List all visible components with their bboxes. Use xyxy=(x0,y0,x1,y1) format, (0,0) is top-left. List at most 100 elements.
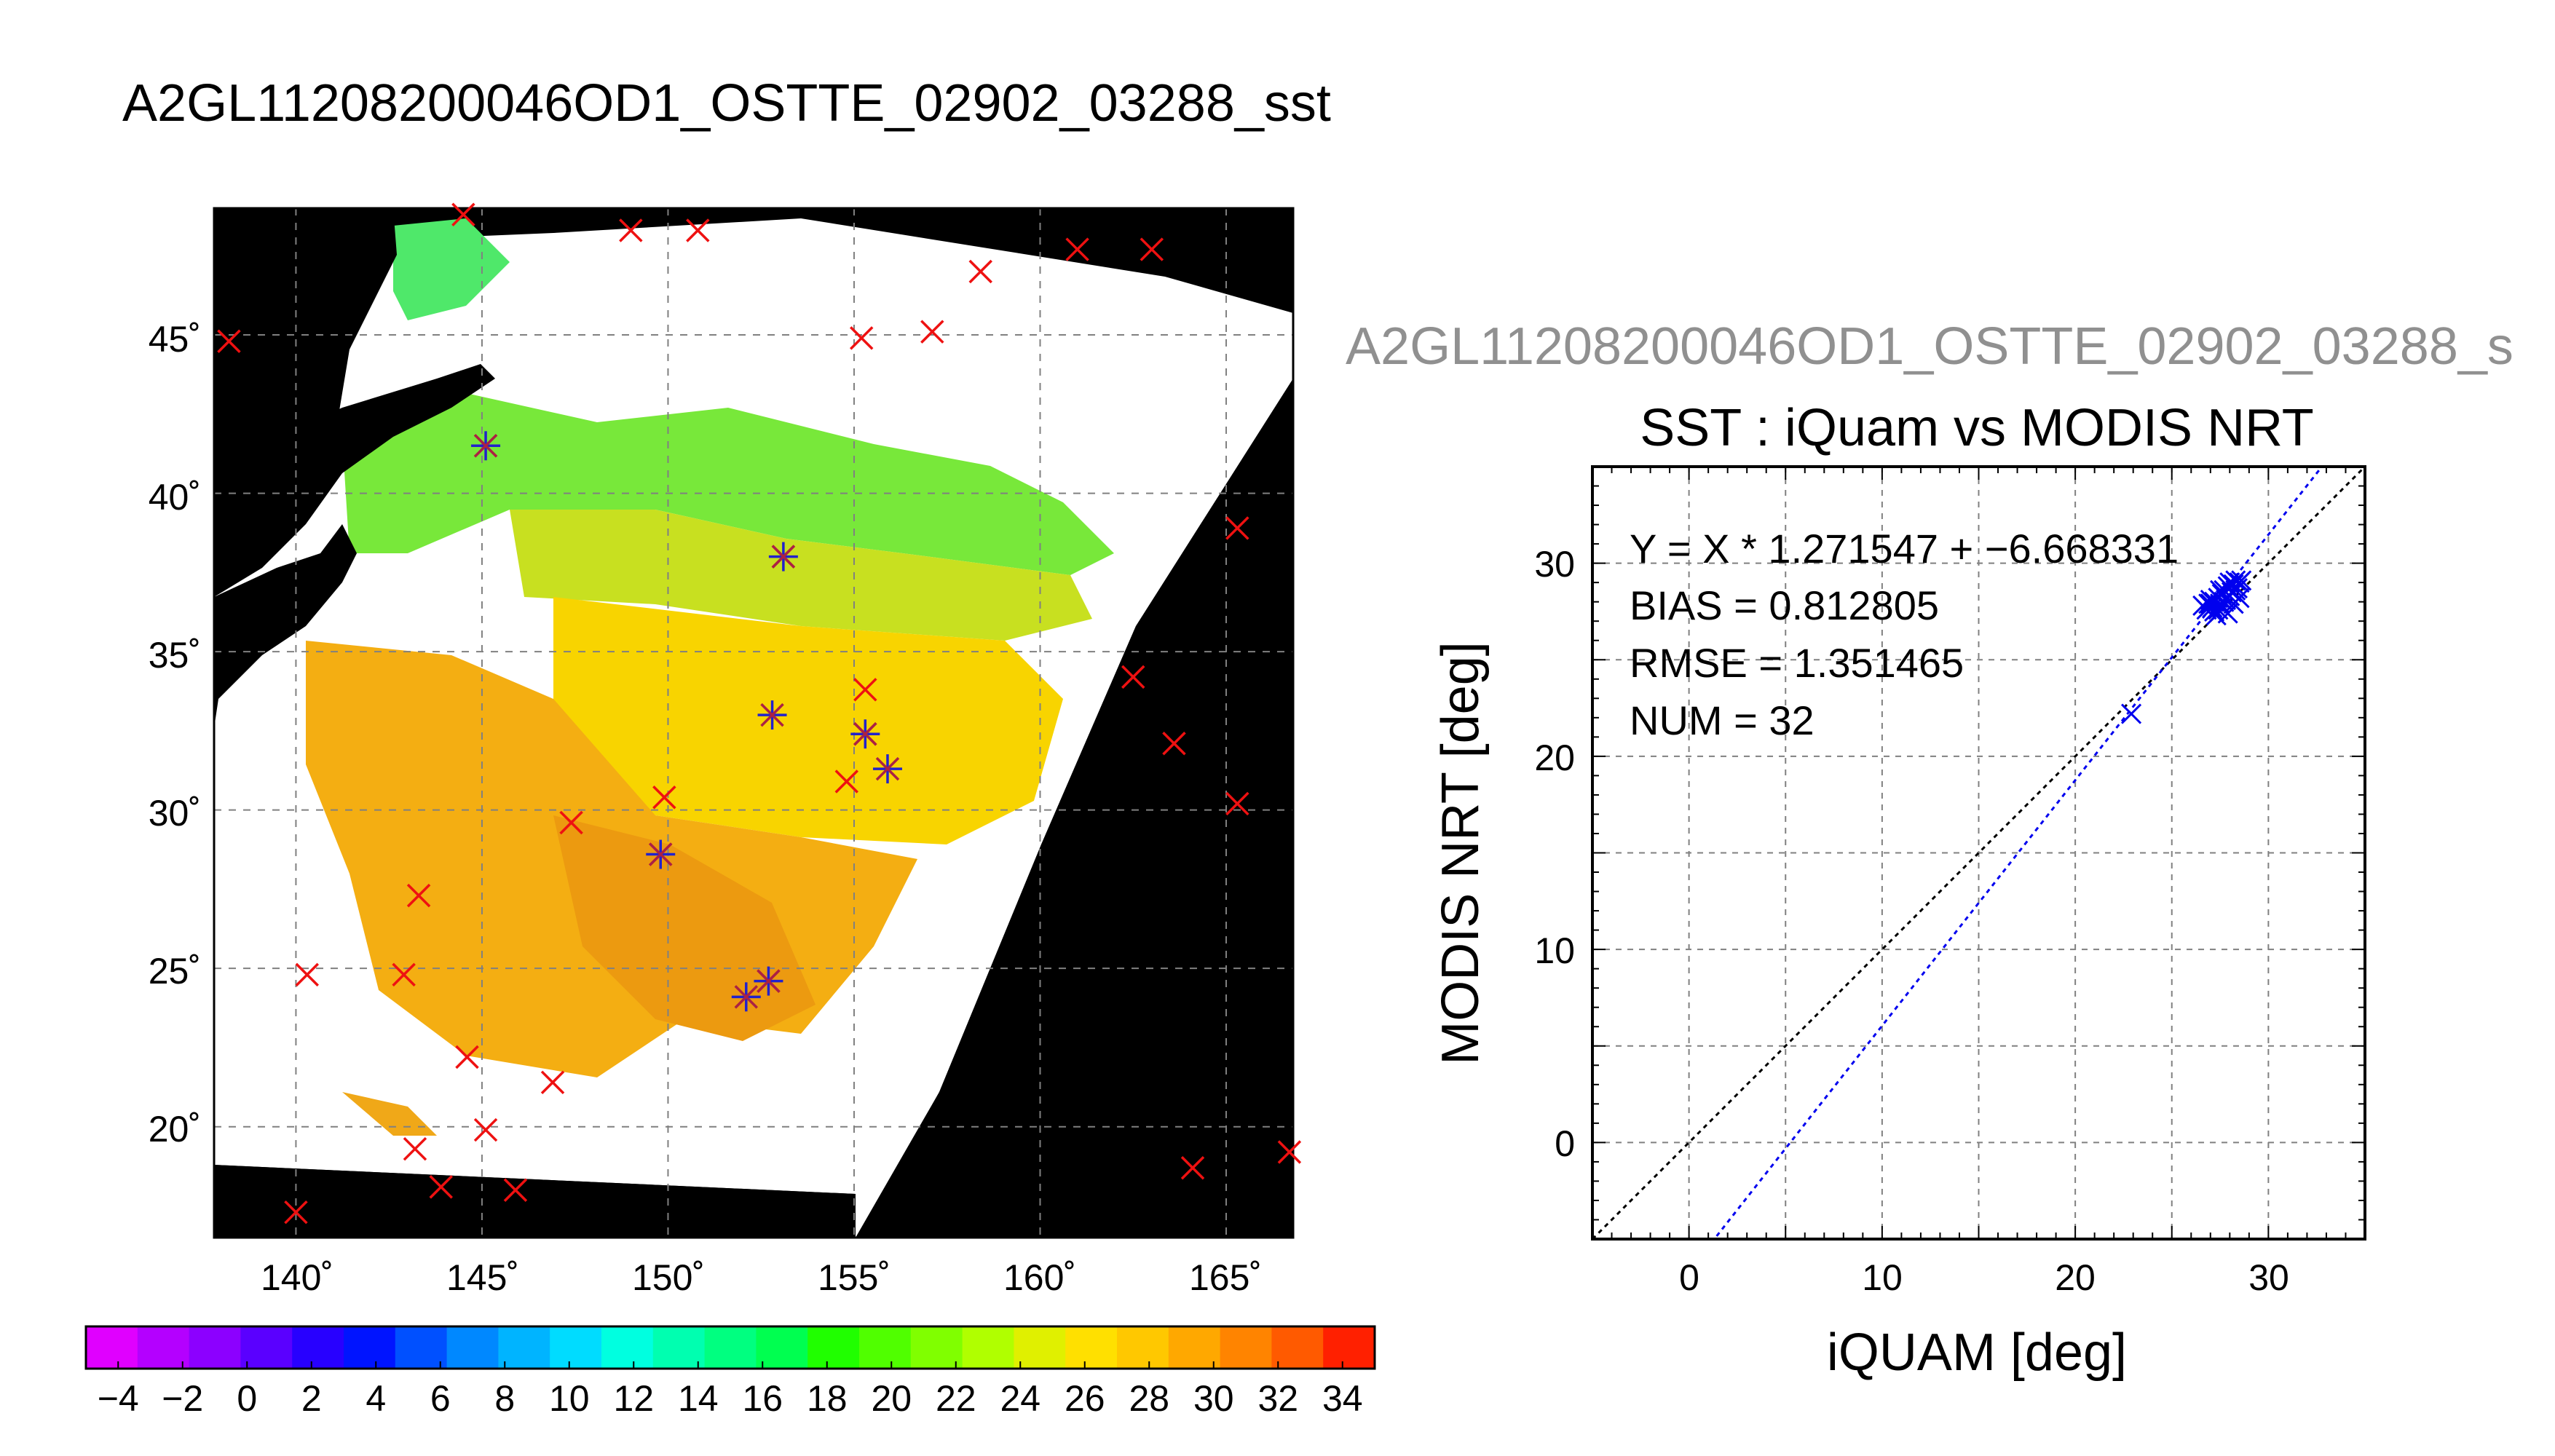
colorbar-label-16: 28 xyxy=(1129,1378,1169,1419)
colorbar-cell-8 xyxy=(498,1326,550,1369)
colorbar-label-19: 34 xyxy=(1322,1378,1363,1419)
bias-value: BIAS = 0.812805 xyxy=(1630,582,1939,628)
map-marker-blue-5-x-b xyxy=(649,842,673,866)
scatter-point-31-b xyxy=(2210,579,2231,601)
map-marker-red-21-b xyxy=(392,962,416,987)
map-marker-red-29-b xyxy=(1180,1156,1205,1180)
swath-edge-east xyxy=(856,313,1293,1238)
map-y-tick-45: 45˚ xyxy=(149,319,201,360)
swath-orange-dark xyxy=(553,815,816,1041)
scatter-point-29-b xyxy=(2198,593,2219,614)
map-marker-red-13-b xyxy=(1121,665,1145,689)
scatter-point-28-b xyxy=(2225,579,2246,601)
colorbar-label-12: 20 xyxy=(871,1378,912,1419)
map-marker-red-28-b xyxy=(284,1200,308,1224)
land-mass xyxy=(214,208,397,510)
map-y-tick-40: 40˚ xyxy=(149,477,201,518)
scatter-subtitle: A2GL11208200046OD1_OSTTE_02902_03288_s xyxy=(1346,317,2513,376)
map-marker-red-14-b xyxy=(1162,732,1186,756)
map-marker-blue-4-x-b xyxy=(875,756,900,781)
colorbar-cell-13 xyxy=(756,1326,808,1369)
map-title: A2GL11208200046OD1_OSTTE_02902_03288_sst xyxy=(122,74,1331,132)
swath-edge-south xyxy=(214,1165,856,1238)
scatter-y-axis-label: MODIS NRT [deg] xyxy=(1431,641,1490,1065)
colorbar-cell-10 xyxy=(601,1326,654,1369)
scatter-y-tick-labels: 0 10 20 30 xyxy=(1534,544,1575,1164)
scatter-point-30-b xyxy=(2231,570,2252,591)
coast-strip-2 xyxy=(214,524,357,728)
map-marker-blue-3-x-b xyxy=(853,721,877,746)
colorbar-labels: −4 −2 0 2 4 6 8 10 12 14 16 18 20 22 24 26 28 30 32 34 xyxy=(98,1361,1363,1419)
colorbar-cell-5 xyxy=(344,1326,396,1369)
map-y-ticks: 20˚ 25˚ 30˚ 35˚ 40˚ 45˚ xyxy=(149,319,201,1150)
map-marker-blue-6-x-b xyxy=(757,969,781,993)
colorbar: −4 −2 0 2 4 6 8 10 12 14 16 18 20 22 24 26 28 30 32 34 xyxy=(84,1325,1376,1419)
map-marker-red-19-b xyxy=(406,883,431,908)
scatter-title: SST : iQuam vs MODIS NRT xyxy=(1640,399,2314,457)
scatter-x-tick-0: 0 xyxy=(1679,1257,1699,1298)
colorbar-frame xyxy=(84,1325,1376,1370)
map-marker-red-4-b xyxy=(968,259,992,284)
map-marker-blue-2-x-b xyxy=(760,703,784,727)
map-marker-red-27-b xyxy=(503,1178,528,1202)
scatter-x-axis-label: iQUAM [deg] xyxy=(1827,1324,2127,1382)
colorbar-label-11: 18 xyxy=(807,1378,848,1419)
map-y-tick-30: 30˚ xyxy=(149,793,201,834)
map-marker-red-20-b xyxy=(295,962,319,987)
swath-orange-west xyxy=(342,1092,437,1136)
swath-yellow xyxy=(553,597,1063,844)
scatter-x-tick-10: 10 xyxy=(1862,1257,1903,1298)
map-x-tick-160: 160˚ xyxy=(1003,1257,1076,1298)
scatter-grid xyxy=(1592,467,2365,1239)
map-marker-red-5-b xyxy=(1065,237,1089,261)
map-marker-red-23-b xyxy=(540,1070,565,1095)
colorbar-cell-22 xyxy=(1220,1326,1272,1369)
scatter-y-tick-20: 20 xyxy=(1534,737,1575,778)
colorbar-cell-9 xyxy=(550,1326,602,1369)
colorbar-cell-11 xyxy=(652,1326,706,1369)
colorbar-cell-2 xyxy=(189,1326,241,1369)
map-marker-red-17-b xyxy=(652,786,676,810)
map-y-tick-35: 35˚ xyxy=(149,635,201,676)
map-marker-red-16-b xyxy=(559,810,583,835)
colorbar-label-2: 0 xyxy=(237,1378,257,1419)
map-marker-red-2-b xyxy=(619,218,643,242)
scatter-ticks xyxy=(1592,467,2365,1239)
map-x-tick-150: 150˚ xyxy=(632,1257,705,1298)
scatter-x-tick-30: 30 xyxy=(2248,1257,2289,1298)
scatter-x-tick-20: 20 xyxy=(2055,1257,2096,1298)
map-marker-blue-1-x-b xyxy=(771,545,796,569)
map-marker-red-15-b xyxy=(1225,791,1249,816)
colorbar-cell-3 xyxy=(240,1326,293,1369)
map-marker-blue-0-x-b xyxy=(473,434,498,458)
colorbar-cell-20 xyxy=(1117,1326,1169,1369)
swath-green xyxy=(342,393,1114,575)
sst-map xyxy=(213,202,1302,1239)
swath-green-north xyxy=(393,218,510,320)
colorbar-label-13: 22 xyxy=(936,1378,976,1419)
colorbar-cell-14 xyxy=(807,1326,860,1369)
map-marker-red-26-b xyxy=(429,1175,453,1199)
map-y-tick-25: 25˚ xyxy=(149,951,201,992)
colorbar-label-5: 6 xyxy=(430,1378,451,1419)
scatter-y-tick-0: 0 xyxy=(1555,1123,1575,1164)
scatter-annotations: Y = X * 1.271547 + −6.668331 BIAS = 0.81… xyxy=(1630,526,2179,743)
map-marker-red-0-b xyxy=(217,329,241,353)
colorbar-label-4: 4 xyxy=(366,1378,386,1419)
map-marker-red-1-b xyxy=(451,202,475,226)
colorbar-label-14: 24 xyxy=(1000,1378,1040,1419)
scatter-y-tick-30: 30 xyxy=(1534,544,1575,585)
colorbar-label-9: 14 xyxy=(678,1378,719,1419)
scatter-plot xyxy=(1591,465,2366,1241)
scatter-point-20-b xyxy=(2225,570,2246,591)
map-x-ticks: 140˚ 145˚ 150˚ 155˚ 160˚ 165˚ xyxy=(261,1257,1262,1298)
colorbar-cell-15 xyxy=(859,1326,912,1369)
map-marker-red-22-b xyxy=(455,1045,479,1069)
scatter-point-0-b xyxy=(2120,703,2142,724)
map-x-tick-140: 140˚ xyxy=(261,1257,333,1298)
colorbar-label-17: 30 xyxy=(1193,1378,1234,1419)
rmse-value: RMSE = 1.351465 xyxy=(1630,640,1964,686)
colorbar-cells xyxy=(86,1326,1375,1369)
colorbar-label-3: 2 xyxy=(301,1378,322,1419)
